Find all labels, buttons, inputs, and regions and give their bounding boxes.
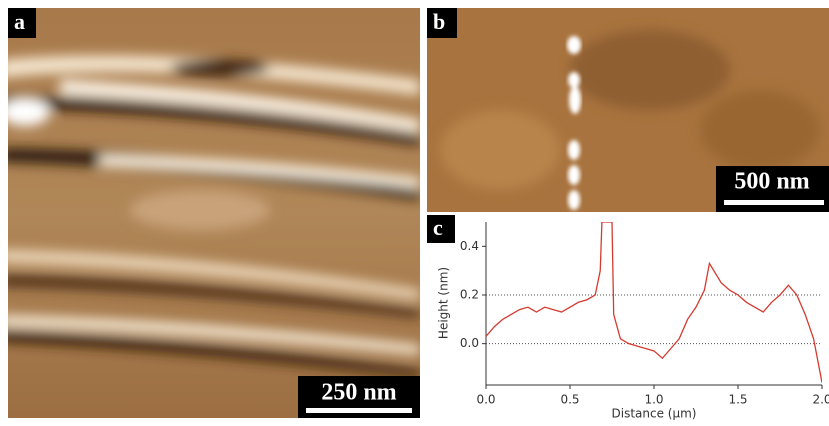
x-tick-label: 1.0 [644, 393, 663, 407]
x-tick-label: 0.5 [560, 393, 579, 407]
panel-label: b [433, 9, 445, 34]
scale-bar-label: 250 nm [321, 380, 396, 406]
y-tick-label: 0.0 [460, 336, 479, 350]
afm-image-b [427, 8, 829, 212]
y-tick-label: 0.4 [460, 239, 479, 253]
afm-image-a [8, 8, 420, 418]
x-axis-label: Distance (µm) [612, 407, 697, 421]
profile-line [486, 222, 822, 383]
x-tick-label: 0.0 [476, 393, 495, 407]
x-tick-label: 2.0 [812, 393, 829, 407]
scale-bar-label: 500 nm [734, 169, 809, 195]
x-tick-label: 1.5 [728, 393, 747, 407]
y-tick-label: 0.2 [460, 287, 479, 301]
panel-label: c [433, 215, 443, 240]
y-axis-label: Height (nm) [437, 267, 451, 339]
label-box [427, 215, 455, 243]
panel-label: a [14, 9, 25, 34]
